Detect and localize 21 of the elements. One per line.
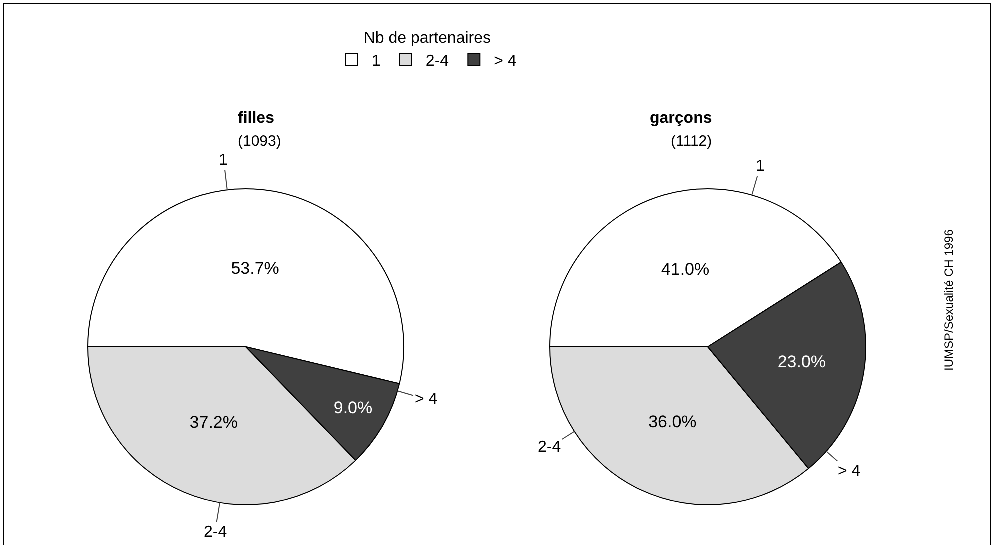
data-label: 37.2% — [190, 413, 238, 432]
slice-label: 2-4 — [204, 524, 228, 541]
text: IUMSP/Sexualité CH 1996 — [942, 229, 956, 371]
chart-subtitle: (1112) — [671, 133, 712, 150]
data-label: 9.0% — [334, 398, 373, 418]
data-label: 41.0% — [661, 260, 710, 280]
data-label: 53.7% — [231, 259, 280, 278]
chart-title: garçons — [650, 110, 712, 127]
legend-title: Nb de partenaires — [364, 30, 492, 47]
slice-label: > 4 — [838, 463, 861, 480]
data-label: 23.0% — [778, 352, 826, 372]
slice-label: 1 — [756, 158, 765, 175]
text: filles — [238, 110, 275, 127]
legend-label: 1 — [372, 52, 381, 70]
slice-label: > 4 — [415, 391, 438, 408]
data-label: 36.0% — [648, 412, 697, 432]
slice-label: 1 — [219, 152, 228, 169]
legend-label: > 4 — [494, 52, 517, 70]
slice-label: 2-4 — [538, 439, 562, 456]
text: (1093) — [238, 133, 282, 150]
legend-label: 2-4 — [426, 52, 450, 70]
